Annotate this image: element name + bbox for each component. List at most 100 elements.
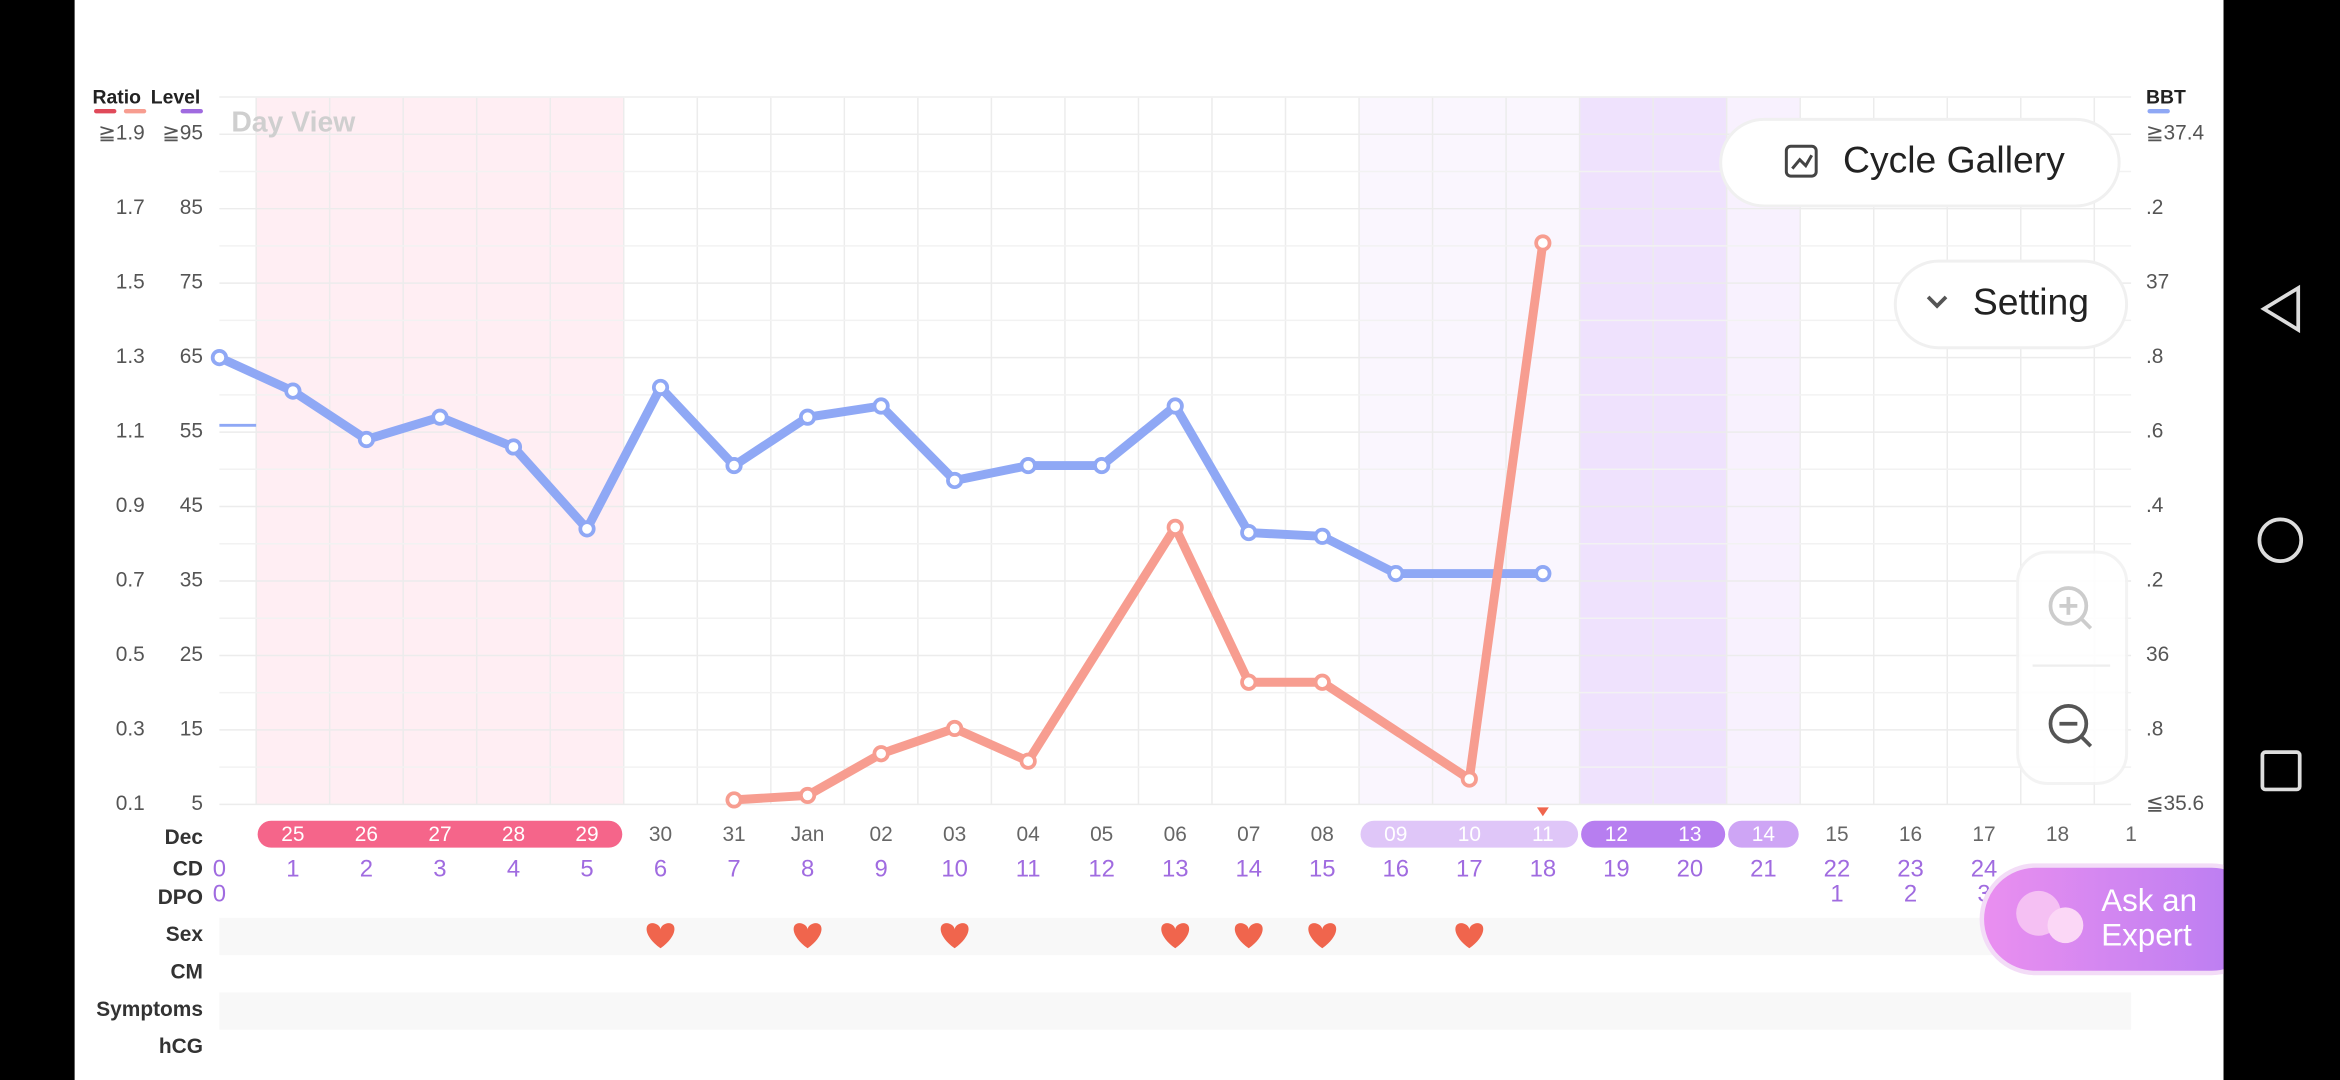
cd-label: 14	[1235, 855, 1262, 882]
series-point	[1534, 564, 1552, 583]
level-tick-label: 35	[180, 569, 203, 592]
nav-recents[interactable]	[2260, 750, 2302, 792]
series-point	[725, 456, 743, 475]
level-legend	[180, 108, 203, 114]
series-point	[725, 791, 743, 809]
level-tick-label: 65	[180, 345, 203, 368]
bbt-legend	[2147, 108, 2170, 114]
ratio-tick-label: 0.3	[116, 717, 145, 740]
date-label: 07	[1237, 823, 1260, 846]
date-label: 08	[1311, 823, 1334, 846]
cd-label: 0	[213, 855, 226, 882]
series-point	[357, 430, 376, 449]
series-point	[872, 397, 890, 415]
zoom-out[interactable]	[2048, 704, 2093, 748]
bbt-tick-label: .2	[2146, 196, 2163, 219]
date-label: 17	[1972, 823, 1995, 846]
date-label: 09	[1384, 823, 1407, 846]
ratio-tick-label: 1.5	[116, 271, 145, 294]
cd-label: 12	[1088, 855, 1115, 882]
bbt-tick-label: ≦35.6	[2146, 792, 2204, 815]
date-label: 14	[1752, 823, 1775, 846]
chart-title: Day View	[231, 106, 356, 138]
phase-band	[1359, 97, 1580, 805]
zoom-in[interactable]	[2048, 586, 2093, 630]
dpo-label: 1	[1830, 881, 1843, 908]
nav-back[interactable]	[2260, 284, 2301, 334]
level-tick-label: 55	[180, 420, 203, 443]
series-point	[1240, 673, 1258, 691]
dpo-label: 0	[213, 881, 226, 908]
cd-label: 21	[1750, 855, 1777, 882]
series-point	[946, 719, 964, 737]
button-label[interactable]: Expert	[2101, 917, 2192, 952]
date-label: 31	[722, 823, 745, 846]
level-tick-label: 45	[180, 494, 203, 517]
date-label: 04	[1017, 823, 1040, 846]
date-label: 1	[2125, 823, 2137, 846]
series-point	[1313, 673, 1331, 691]
cd-label: 10	[941, 855, 968, 882]
date-pill	[1728, 820, 1799, 848]
series-point	[1166, 518, 1184, 536]
date-label: 30	[649, 823, 672, 846]
series-point	[284, 382, 302, 400]
cd-label: 6	[654, 855, 667, 882]
sex-heart	[1161, 923, 1190, 949]
date-pill	[1360, 820, 1579, 848]
series-line	[729, 238, 1548, 805]
cd-label: 1	[286, 855, 299, 882]
phase-band	[1726, 97, 1801, 805]
ratio-tick-label: 0.1	[116, 792, 145, 815]
level-tick-label: 75	[180, 271, 203, 294]
cd-label: 4	[507, 855, 520, 882]
date-label: 15	[1825, 823, 1848, 846]
date-label: 12	[1605, 823, 1628, 846]
dpo-label: 2	[1904, 881, 1917, 908]
ratio-legend	[94, 108, 117, 114]
row-band	[219, 992, 2132, 1030]
ask-expert-button[interactable]: Ask an Expert	[1979, 863, 2268, 976]
zoom-controls	[2016, 550, 2129, 785]
ratio-tick-label: 0.7	[116, 569, 145, 592]
date-label: 11	[1532, 823, 1554, 846]
sex-heart	[646, 923, 675, 949]
button-label[interactable]: Cycle Gallery	[1843, 139, 2065, 181]
level-tick-label: ≧95	[162, 122, 203, 145]
phase-band	[256, 97, 624, 805]
series-point	[504, 438, 523, 456]
series-point	[210, 349, 228, 367]
ratio-tick-label: 0.5	[116, 643, 145, 666]
date-label: 18	[2046, 823, 2069, 846]
date-label: 25	[281, 823, 304, 846]
bbt-tick-label: 37	[2146, 271, 2169, 294]
date-label: 28	[502, 823, 525, 846]
series-point	[1019, 456, 1037, 475]
level-axis-title: Level	[151, 87, 201, 109]
date-label: 10	[1458, 823, 1481, 846]
cd-label: 7	[727, 855, 740, 882]
nav-bar	[2223, 0, 2340, 1080]
series-point	[946, 471, 964, 490]
ratio-tick-label: 0.9	[116, 494, 145, 517]
button-label[interactable]: Setting	[1973, 280, 2089, 322]
cd-label: 17	[1456, 855, 1483, 882]
nav-home[interactable]	[2257, 517, 2304, 563]
bbt-tick-label: ≧37.4	[2146, 122, 2204, 145]
series-point	[1019, 752, 1037, 770]
cd-label: 19	[1603, 855, 1630, 882]
series-point	[872, 745, 890, 763]
series-point	[1460, 770, 1478, 788]
bbt-tick-label: .8	[2146, 717, 2163, 740]
setting-button[interactable]: Setting	[1893, 259, 2129, 350]
level-tick-label: 5	[191, 792, 203, 815]
cycle-gallery-button[interactable]: Cycle Gallery	[1719, 117, 2121, 208]
bbt-tick-label: .4	[2146, 494, 2163, 517]
button-label[interactable]: Ask an	[2101, 883, 2197, 918]
date-label: 13	[1678, 823, 1701, 846]
cd-label: 5	[580, 855, 593, 882]
level-tick-label: 25	[180, 643, 203, 666]
ratio-tick-label: 1.1	[116, 420, 145, 443]
date-label: 26	[355, 823, 378, 846]
